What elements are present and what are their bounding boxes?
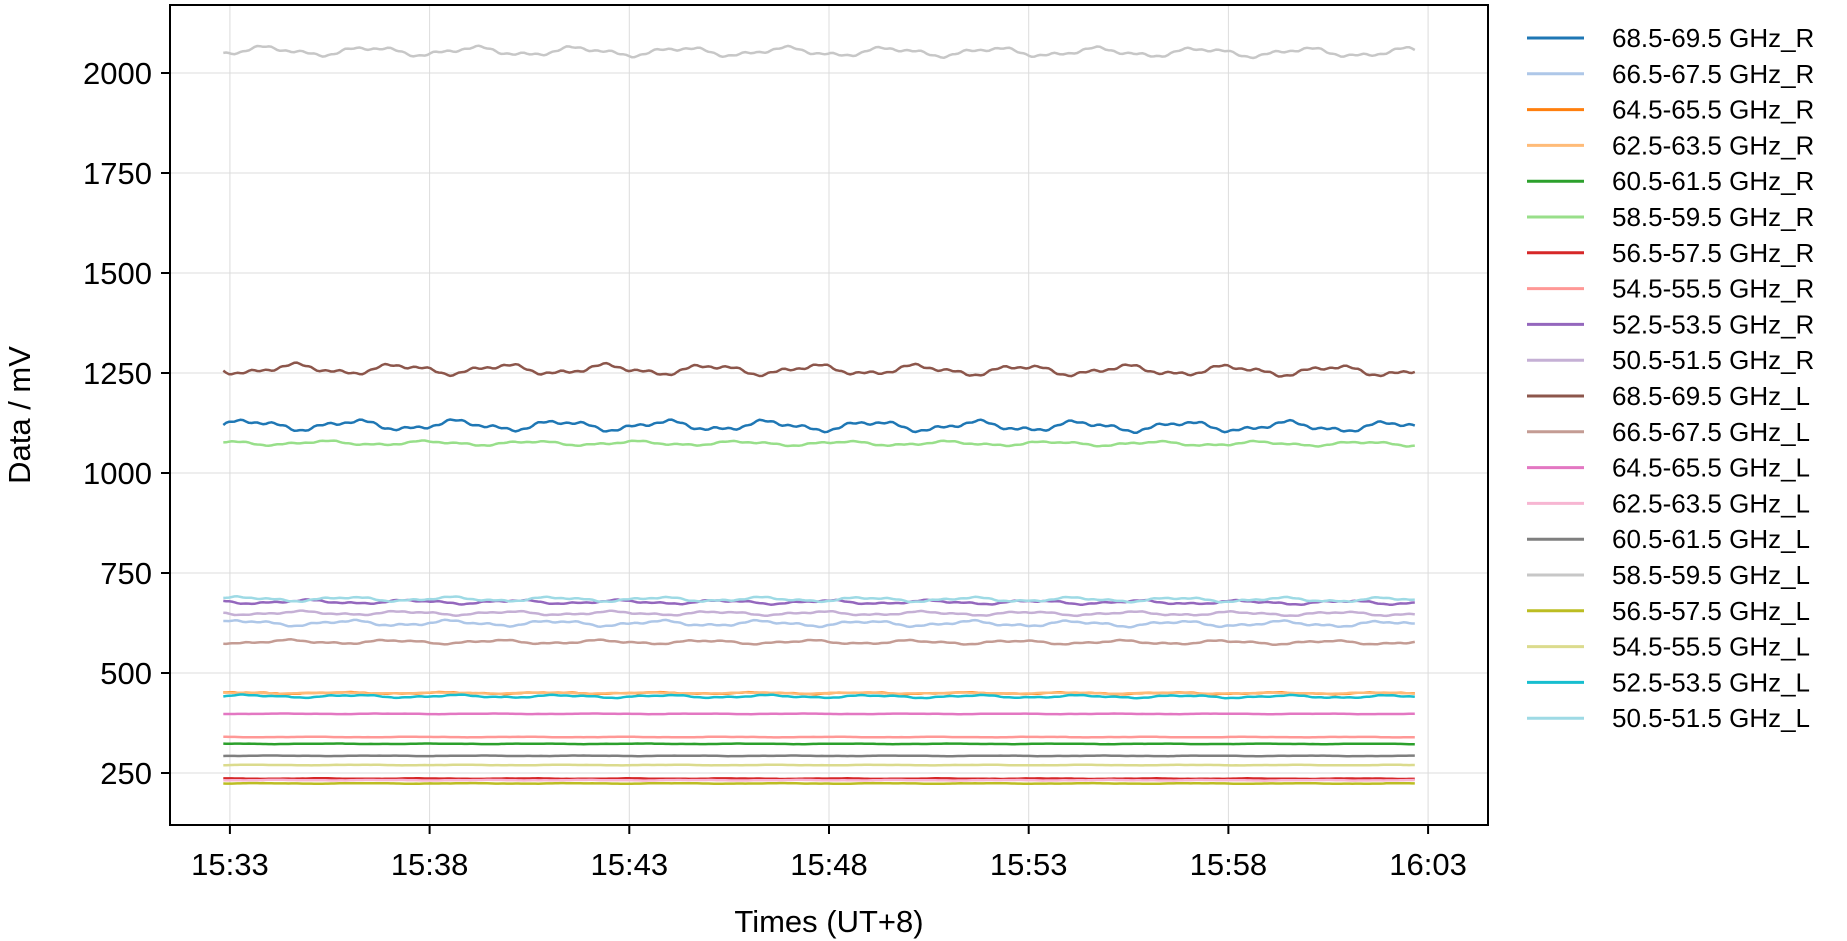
legend-label: 66.5-67.5 GHz_L [1612,417,1810,447]
series-line-16 [223,44,1416,60]
x-tick-label: 15:53 [990,847,1068,882]
series-line-7 [223,777,1415,781]
legend-label: 56.5-57.5 GHz_L [1612,596,1810,626]
series-line-5 [223,742,1415,746]
series-line-18 [223,763,1415,767]
legend-label: 60.5-61.5 GHz_R [1612,166,1814,196]
series-line-14 [223,778,1415,782]
legend-label: 68.5-69.5 GHz_L [1612,381,1810,411]
x-axis-ticks: 15:33 15:38 15:43 15:48 15:53 15:58 16:03 [191,825,1467,882]
y-tick-label: 750 [100,556,152,591]
y-axis-ticks: 250 500 750 1000 1250 1500 1750 2000 [83,56,170,791]
x-tick-label: 15:43 [591,847,669,882]
y-tick-label: 1500 [83,256,152,291]
x-tick-label: 15:38 [391,847,469,882]
x-tick-label: 15:48 [790,847,868,882]
x-tick-label: 15:58 [1190,847,1268,882]
legend-label: 52.5-53.5 GHz_L [1612,667,1810,697]
y-tick-label: 500 [100,656,152,691]
legend-label: 50.5-51.5 GHz_L [1612,703,1810,733]
x-tick-label: 16:03 [1389,847,1467,882]
x-axis-label: Times (UT+8) [734,904,923,939]
y-tick-label: 1250 [83,356,152,391]
legend-label: 62.5-63.5 GHz_R [1612,130,1814,160]
series-line-6 [223,439,1415,448]
y-tick-label: 1750 [83,156,152,191]
legend-label: 64.5-65.5 GHz_R [1612,95,1814,125]
legend-label: 58.5-59.5 GHz_R [1612,202,1814,232]
legend-label: 56.5-57.5 GHz_R [1612,238,1814,268]
legend-label: 54.5-55.5 GHz_L [1612,632,1810,662]
series-line-1 [222,418,1416,434]
y-tick-label: 250 [100,756,152,791]
legend-label: 66.5-67.5 GHz_R [1612,59,1814,89]
series-line-10 [223,609,1415,618]
series-line-2 [223,618,1415,629]
series-line-4 [223,691,1415,696]
legend-label: 58.5-59.5 GHz_L [1612,560,1810,590]
series-line-20 [223,595,1415,604]
series-line-19 [223,693,1415,700]
y-tick-label: 1000 [83,456,152,491]
legend-label: 64.5-65.5 GHz_L [1612,453,1810,483]
legend-label: 60.5-61.5 GHz_L [1612,524,1810,554]
series-line-17 [223,781,1415,786]
legend: 68.5-69.5 GHz_R 66.5-67.5 GHz_R 64.5-65.5 … [1527,23,1814,733]
grid-lines [170,5,1488,825]
series-line-8 [223,735,1415,739]
legend-label: 62.5-63.5 GHz_L [1612,488,1810,518]
x-tick-label: 15:33 [191,847,269,882]
legend-label: 50.5-51.5 GHz_R [1612,345,1814,375]
series-line-15 [223,754,1415,758]
y-axis-label: Data / mV [2,346,37,484]
series-line-11 [222,361,1416,378]
legend-label: 68.5-69.5 GHz_R [1612,23,1814,53]
series-lines [222,44,1416,786]
series-line-13 [223,712,1415,716]
legend-label: 54.5-55.5 GHz_R [1612,274,1814,304]
series-line-12 [223,638,1416,647]
legend-label: 52.5-53.5 GHz_R [1612,309,1814,339]
y-tick-label: 2000 [83,56,152,91]
